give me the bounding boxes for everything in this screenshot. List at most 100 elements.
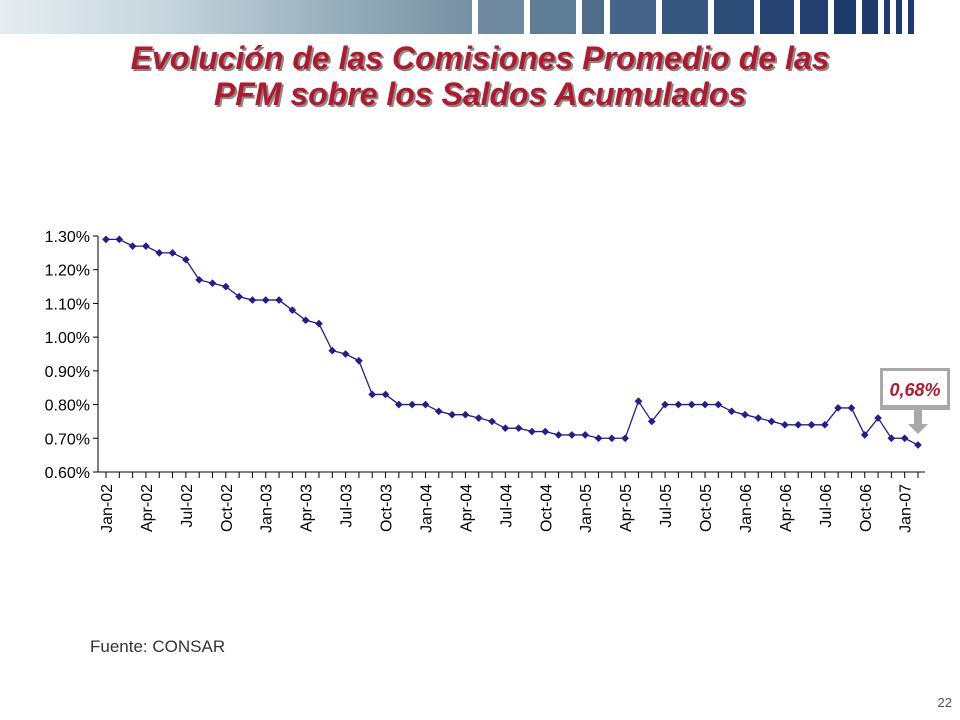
data-point	[168, 248, 177, 257]
banner-stripe	[884, 0, 890, 34]
data-point	[914, 441, 922, 449]
banner-stripe	[896, 0, 902, 34]
data-point	[394, 400, 403, 409]
x-tick-label: Jan-07	[898, 484, 915, 533]
page-number: 22	[937, 695, 952, 710]
data-point	[235, 292, 244, 301]
data-point	[368, 390, 377, 399]
banner-stripe	[908, 0, 914, 34]
x-tick-label: Jan-06	[738, 484, 755, 533]
x-tick-label: Jul-06	[818, 484, 835, 528]
data-point	[607, 434, 616, 443]
data-point	[155, 248, 164, 257]
data-point	[275, 296, 284, 305]
data-point	[102, 235, 110, 244]
data-point	[248, 296, 257, 305]
banner-block	[760, 0, 794, 34]
data-point	[807, 420, 816, 429]
callout-inner	[883, 371, 947, 405]
data-point	[834, 403, 843, 412]
data-point	[794, 420, 803, 429]
x-tick-label: Jan-02	[99, 484, 116, 533]
x-tick-label: Jul-05	[658, 484, 675, 528]
banner-gradient	[0, 0, 472, 34]
x-tick-label: Oct-03	[379, 484, 396, 532]
x-tick-label: Oct-02	[219, 484, 236, 532]
source-note: Fuente: CONSAR	[90, 637, 226, 656]
data-point	[860, 430, 869, 439]
data-point	[847, 403, 856, 412]
data-point	[594, 434, 603, 443]
data-point	[474, 414, 483, 423]
banner-block	[714, 0, 754, 34]
data-point	[115, 235, 124, 244]
x-tick-label: Jul-02	[179, 484, 196, 528]
y-tick-label: 0.90%	[45, 364, 90, 381]
callout-label: 0,68%	[889, 380, 940, 400]
data-point	[661, 400, 670, 409]
data-point	[567, 430, 576, 439]
header-banner	[0, 0, 960, 36]
banner-block	[530, 0, 576, 34]
x-tick-label: Apr-05	[618, 484, 635, 532]
data-point	[354, 356, 363, 365]
data-point	[488, 417, 496, 426]
data-point	[128, 242, 137, 251]
data-point	[740, 410, 749, 419]
data-point	[581, 430, 590, 439]
data-point	[434, 407, 443, 416]
data-point	[288, 306, 297, 315]
data-point	[461, 410, 470, 419]
title-line-1: Evolución de las Comisiones Promedio de …	[130, 40, 830, 76]
y-tick-label: 1.30%	[45, 229, 90, 246]
data-point	[301, 316, 310, 325]
data-point	[674, 400, 683, 409]
y-tick-label: 0.70%	[45, 431, 90, 448]
data-point	[820, 420, 829, 429]
data-point	[448, 410, 457, 419]
data-point	[701, 400, 709, 409]
data-point	[541, 427, 550, 436]
data-point	[328, 346, 337, 355]
banner-block	[582, 0, 604, 34]
data-point	[501, 424, 510, 433]
data-point	[714, 400, 723, 409]
data-point	[195, 275, 204, 284]
x-tick-label: Jan-03	[259, 484, 276, 533]
y-tick-label: 0.80%	[45, 398, 90, 415]
data-point	[900, 434, 909, 443]
callout-arrow	[908, 410, 928, 434]
x-tick-label: Oct-04	[538, 484, 555, 532]
y-tick-label: 1.00%	[45, 330, 90, 347]
y-tick-label: 1.20%	[45, 263, 90, 280]
y-tick-label: 1.10%	[45, 296, 90, 313]
x-tick-label: Oct-05	[698, 484, 715, 532]
x-tick-label: Jul-04	[498, 484, 515, 528]
data-point	[767, 417, 776, 426]
data-point	[727, 407, 736, 416]
title-line-2: PFM sobre los Saldos Acumulados	[213, 76, 747, 112]
banner-block	[610, 0, 656, 34]
series-line	[106, 238, 919, 446]
data-point	[528, 427, 536, 436]
data-point	[181, 255, 190, 264]
data-point	[554, 430, 563, 439]
data-point	[381, 390, 390, 399]
data-point	[887, 434, 896, 443]
banner-block	[862, 0, 878, 34]
banner-block	[800, 0, 828, 34]
x-tick-label: Jan-05	[578, 484, 595, 533]
y-tick-label: 0.60%	[45, 465, 90, 482]
banner-block	[478, 0, 524, 34]
data-point	[874, 414, 883, 423]
slide-title: Evolución de las Comisiones Promedio de …	[40, 40, 920, 112]
banner-block	[834, 0, 856, 34]
data-point	[634, 397, 643, 406]
x-tick-label: Jan-04	[418, 484, 435, 533]
x-tick-label: Jul-03	[339, 484, 356, 528]
data-point	[647, 417, 656, 426]
data-point	[421, 400, 430, 409]
banner-block	[662, 0, 708, 34]
x-tick-label: Apr-03	[299, 484, 316, 532]
